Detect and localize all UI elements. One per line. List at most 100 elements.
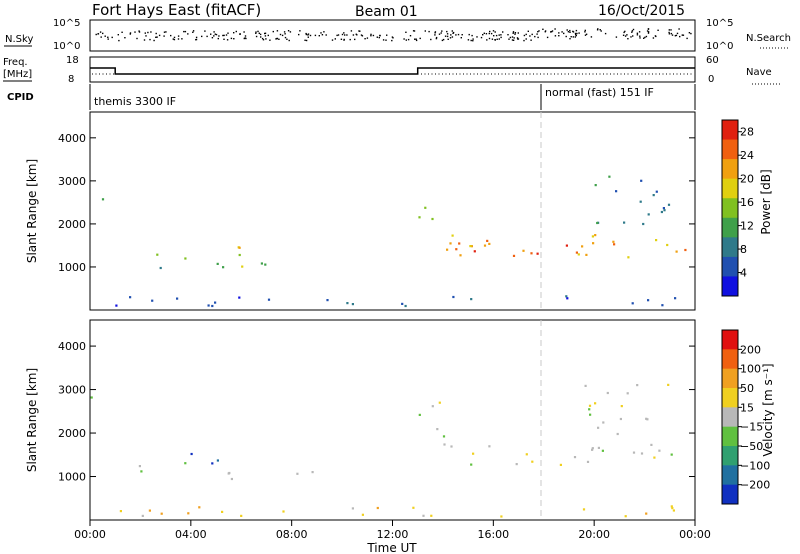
noise-point [279, 33, 282, 36]
colorbar-swatch [722, 237, 738, 258]
noise-point [134, 31, 136, 33]
noise-right-tick-top: 10^5 [706, 18, 733, 29]
noise-point [355, 33, 357, 35]
x-tick-label: 00:00 [679, 528, 711, 541]
noise-point [496, 38, 498, 40]
noise-point [261, 37, 264, 40]
echo-cell [160, 512, 163, 515]
echo-cell [260, 262, 263, 265]
noise-point [500, 34, 502, 36]
noise-point [527, 30, 529, 32]
noise-point [523, 34, 526, 37]
echo-cell [151, 299, 154, 302]
noise-point [305, 39, 308, 42]
noise-point [149, 38, 151, 41]
echo-cell [631, 302, 634, 305]
noise-point [482, 34, 484, 36]
colorbar-swatch [722, 276, 738, 297]
noise-point [636, 32, 639, 34]
noise-point [403, 38, 405, 40]
noise-point [578, 32, 580, 34]
colorbar-frame [721, 329, 739, 505]
noise-point [104, 35, 106, 37]
noise-point [204, 30, 206, 32]
cpid-label: CPID [7, 92, 34, 103]
echo-cell [184, 462, 187, 465]
noise-point [623, 31, 625, 34]
echo-cell [588, 408, 591, 411]
echo-cell [214, 301, 217, 304]
echo-cell [589, 413, 592, 416]
noise-point [276, 37, 278, 40]
noise-point [372, 34, 375, 37]
noise-point [284, 33, 286, 35]
noise-point [111, 36, 113, 39]
noise-point [490, 32, 493, 35]
noise-point [668, 29, 670, 31]
noise-point [638, 31, 641, 33]
noise-point [289, 31, 292, 33]
echo-cell [326, 299, 329, 302]
echo-cell [141, 514, 144, 517]
noise-point [509, 36, 512, 39]
noise-point [554, 35, 557, 37]
echo-cell [530, 252, 533, 255]
noise-point [537, 31, 539, 33]
noise-point [470, 39, 472, 42]
noise-point [258, 32, 260, 34]
noise-point [615, 36, 618, 38]
noise-point [471, 34, 473, 37]
noise-point [546, 36, 549, 39]
echo-cell [640, 452, 644, 455]
noise-point [305, 32, 307, 35]
noise-point [177, 38, 180, 40]
noise-point [350, 30, 353, 32]
echo-cell [624, 515, 627, 518]
noise-point [485, 33, 488, 35]
echo-cell [632, 451, 636, 454]
noise-point [392, 37, 394, 39]
colorbar-swatch [722, 139, 738, 160]
noise-point [99, 31, 102, 33]
colorbar-tick-label: 50 [740, 382, 754, 395]
noise-point [686, 37, 688, 40]
noise-point [118, 39, 120, 42]
noise-point [102, 32, 104, 35]
noise-point [259, 33, 262, 36]
noise-point [215, 33, 218, 36]
noise-point [529, 35, 531, 37]
echo-cell [675, 250, 678, 253]
noise-point [264, 32, 267, 34]
colorbar-swatch [722, 407, 738, 428]
noise-point [575, 34, 577, 37]
noise-point [558, 32, 560, 34]
y-tick-label: 4000 [58, 340, 86, 353]
noise-point [321, 34, 324, 36]
power-colorbar: 4 8 12 16 20 24 28 [721, 119, 754, 297]
colorbar-tick-label: 200 [740, 343, 761, 356]
noise-point [599, 29, 601, 31]
noise-point [517, 32, 519, 34]
echo-cell [582, 508, 586, 511]
noise-point [495, 34, 498, 37]
echo-cell [455, 248, 458, 251]
noise-point [304, 39, 306, 41]
noise-point [483, 32, 485, 34]
noise-point [414, 38, 416, 40]
noise-point [153, 39, 155, 42]
colorbar-swatch [722, 446, 738, 466]
echo-cell [264, 263, 267, 266]
noise-point [434, 31, 437, 33]
cpid-segment-2: normal (fast) 151 IF [545, 86, 654, 99]
noise-point [447, 38, 449, 40]
noise-point [288, 39, 290, 42]
noise-point [192, 31, 194, 33]
echo-cell [230, 477, 233, 481]
colorbar-swatch [722, 256, 738, 277]
echo-cell [198, 506, 201, 509]
noise-point [455, 34, 457, 36]
noise-point [255, 35, 258, 38]
noise-point [344, 34, 346, 36]
noise-point [682, 34, 685, 36]
echo-cell [655, 239, 658, 242]
